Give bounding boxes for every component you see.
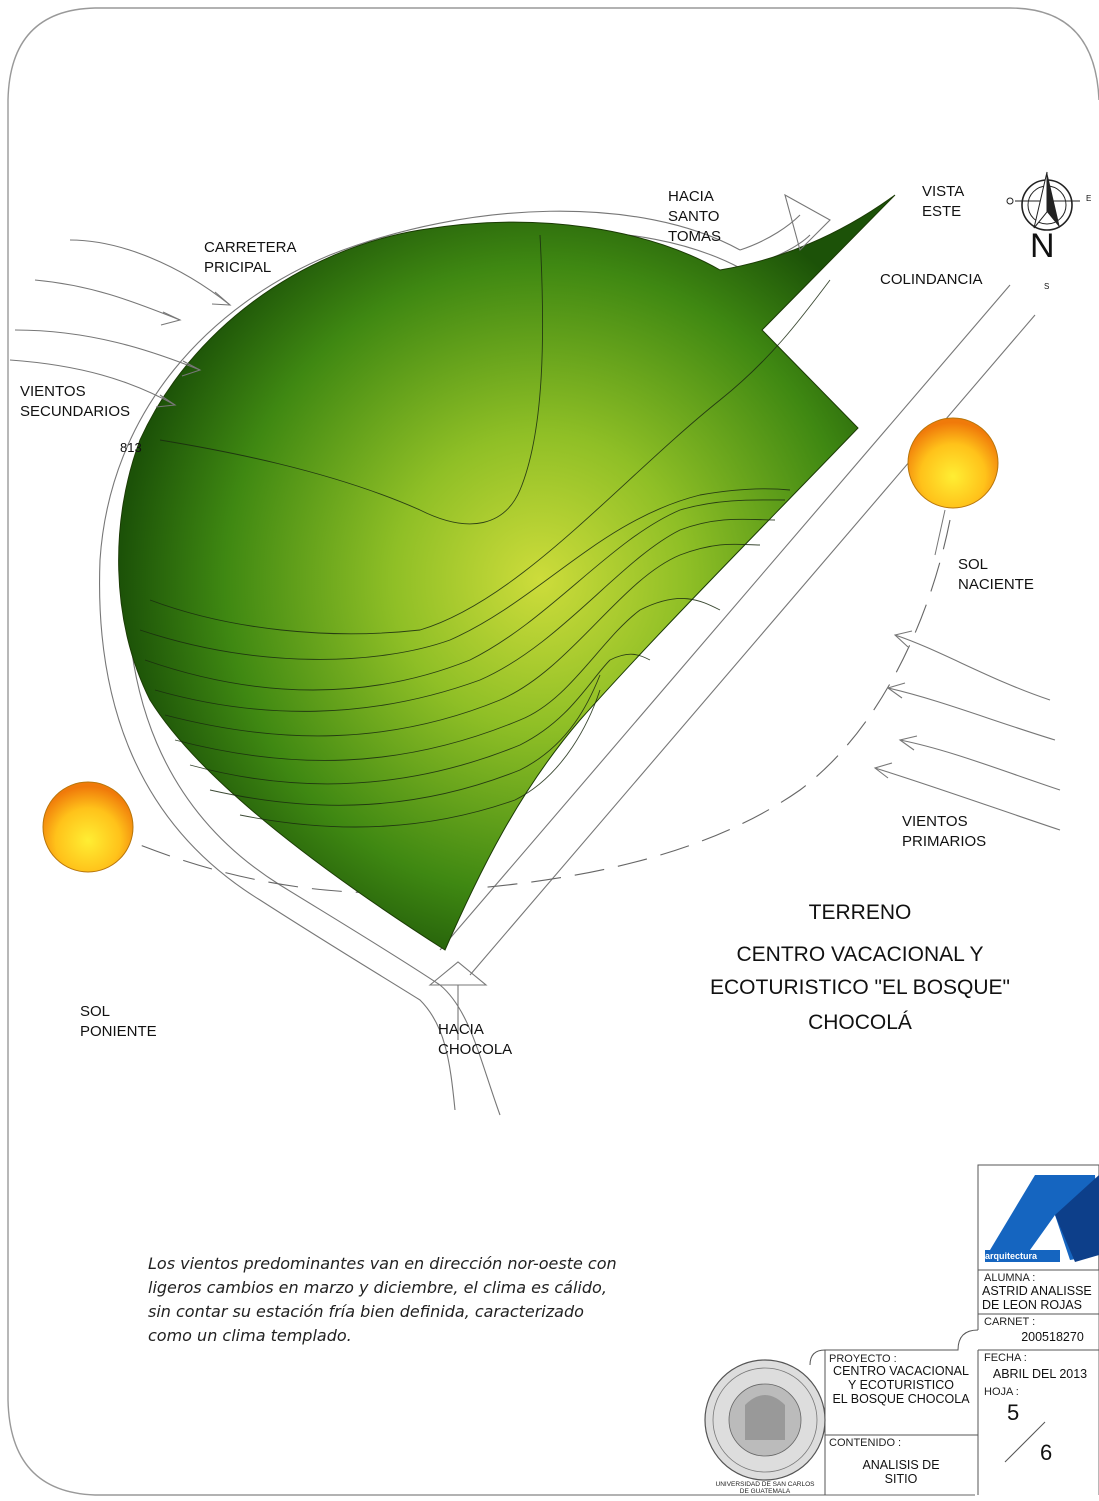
university-name: UNIVERSIDAD DE SAN CARLOS DE GUATEMALA — [715, 1481, 815, 1495]
label-hacia-chocola: HACIA CHOCOLA — [438, 1021, 513, 1058]
title-line-2: CENTRO VACACIONAL Y — [736, 943, 984, 966]
label-sol-naciente: SOL NACIENTE — [958, 556, 1034, 593]
faculty-logo — [985, 1175, 1099, 1262]
sun-poniente — [42, 781, 134, 873]
north-compass-icon — [1006, 171, 1080, 231]
carnet-label: CARNET : — [984, 1316, 1036, 1328]
secondary-wind-arrows — [9, 239, 232, 408]
alumna-label: ALUMNA : — [984, 1272, 1036, 1284]
sun-naciente — [907, 417, 999, 509]
alumna-value: ASTRID ANALISSE DE LEON ROJAS — [982, 1284, 1092, 1312]
contenido-label: CONTENIDO : — [829, 1437, 902, 1449]
proyecto-label: PROYECTO : — [829, 1353, 897, 1365]
title-block-frame — [809, 1164, 1099, 1495]
hoja-total: 6 — [1040, 1440, 1053, 1465]
label-carretera: CARRETERA PRICIPAL — [204, 239, 297, 276]
santo-tomas-arrow — [784, 193, 831, 252]
title-line-3: ECOTURISTICO "EL BOSQUE" — [709, 976, 1010, 999]
contour-lines — [139, 234, 831, 828]
label-colindancia: COLINDANCIA — [880, 271, 983, 288]
chocola-arrow — [428, 961, 488, 1040]
terrain-parcel — [118, 194, 896, 951]
road-outer-edge — [99, 210, 741, 1111]
label-sol-poniente: SOL PONIENTE — [80, 1003, 157, 1040]
fecha-value: ABRIL DEL 2013 — [992, 1367, 1088, 1381]
label-elevation: 813 — [120, 440, 142, 455]
compass-south-letter: S — [1044, 282, 1050, 291]
climate-note: Los vientos predominantes van en direcci… — [148, 1254, 617, 1345]
hoja-number: 5 — [1007, 1400, 1020, 1425]
proyecto-value: CENTRO VACACIONAL Y ECOTURISTICO EL BOSQ… — [832, 1364, 970, 1406]
compass-north-letter: N — [1030, 227, 1055, 265]
university-seal — [704, 1359, 826, 1481]
carnet-value: 200518270 — [1021, 1330, 1084, 1344]
hoja-label: HOJA : — [984, 1386, 1019, 1398]
logo-text: arquitectura — [985, 1251, 1038, 1261]
sun-naciente-pointer — [934, 509, 946, 556]
title-line-4: CHOCOLÁ — [808, 1011, 912, 1034]
sheet-border — [7, 7, 1099, 1496]
label-vientos-secundarios: VIENTOS SECUNDARIOS — [20, 383, 131, 420]
colindancia-line-1 — [439, 284, 1011, 951]
label-vientos-primarios: VIENTOS PRIMARIOS — [902, 813, 987, 850]
compass-east-letter: E — [1086, 194, 1092, 203]
contenido-value: ANALISIS DE SITIO — [862, 1458, 940, 1486]
primary-wind-arrows — [873, 630, 1061, 831]
fecha-label: FECHA : — [984, 1352, 1027, 1364]
sun-path-dashed — [139, 519, 951, 894]
title-terreno: TERRENO — [808, 901, 912, 924]
label-vista-este: VISTA ESTE — [922, 183, 965, 220]
label-hacia-santo-tomas: HACIA SANTO TOMAS — [668, 188, 722, 245]
